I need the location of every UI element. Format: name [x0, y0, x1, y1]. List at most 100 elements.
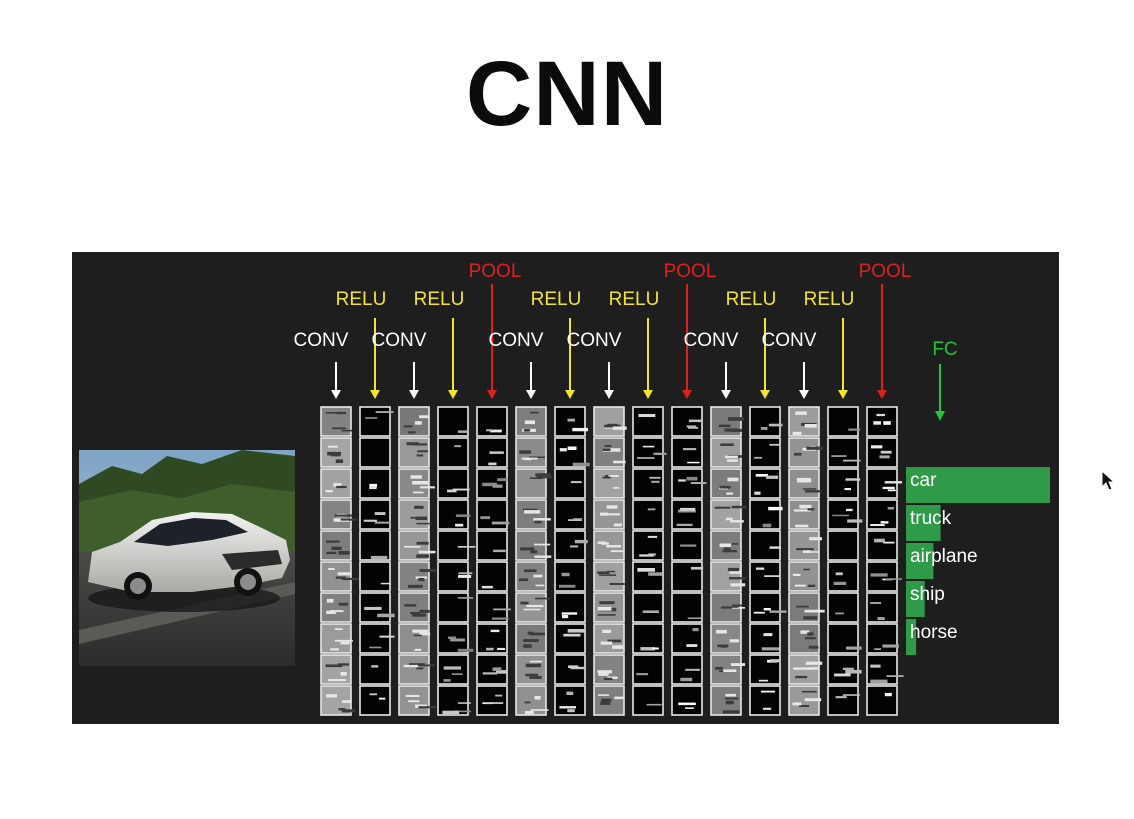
- mouse-pointer-icon: [1101, 470, 1116, 491]
- activation-map: [671, 530, 703, 561]
- activation-map: [671, 499, 703, 530]
- activation-map: [593, 685, 625, 716]
- activation-map: [827, 530, 859, 561]
- activation-map: [749, 437, 781, 468]
- activation-map: [437, 654, 469, 685]
- activation-map: [866, 468, 902, 499]
- activation-map: [437, 406, 469, 437]
- activation-map: [476, 654, 508, 685]
- activation-map: [593, 623, 625, 654]
- activation-map: [671, 654, 703, 685]
- activation-map: [398, 499, 432, 530]
- activation-map: [788, 561, 820, 592]
- activation-map: [866, 406, 898, 437]
- activation-map: [359, 468, 391, 499]
- activation-map: [827, 499, 863, 530]
- activation-map: [437, 530, 476, 561]
- relu-arrow-icon: [643, 318, 653, 399]
- relu-label: RELU: [804, 289, 855, 310]
- activation-map: [749, 685, 781, 716]
- activation-map: [671, 468, 707, 499]
- activation-map: [398, 592, 430, 623]
- activation-map: [632, 437, 667, 468]
- activation-map: [320, 499, 357, 530]
- activation-map: [398, 685, 437, 716]
- activation-map: [398, 437, 430, 468]
- class-score-bar-horse: [906, 619, 917, 655]
- activation-map: [788, 406, 820, 437]
- activation-map: [866, 561, 902, 592]
- conv-arrow-icon: [409, 362, 419, 399]
- activation-map: [710, 592, 745, 623]
- activation-map: [827, 561, 859, 592]
- activation-map: [749, 654, 781, 685]
- activation-map: [320, 437, 352, 468]
- feature-map-column-13: [788, 406, 825, 716]
- pool-label: POOL: [469, 261, 522, 282]
- activation-map: [359, 499, 391, 530]
- activation-map: [866, 685, 898, 716]
- activation-map: [827, 654, 862, 685]
- relu-label: RELU: [531, 289, 582, 310]
- activation-map: [593, 561, 625, 592]
- conv-label: CONV: [684, 330, 739, 351]
- activation-map: [359, 437, 391, 468]
- pool-arrow-icon: [487, 284, 497, 399]
- activation-map: [671, 685, 703, 716]
- activation-map: [515, 499, 551, 530]
- activation-map: [320, 530, 352, 561]
- relu-label: RELU: [336, 289, 387, 310]
- activation-map: [437, 468, 470, 499]
- activation-map: [437, 685, 471, 716]
- feature-map-column-11: [710, 406, 747, 716]
- activation-map: [593, 437, 626, 468]
- activation-map: [749, 623, 781, 654]
- class-label-horse: horse: [910, 622, 958, 643]
- activation-map: [476, 406, 508, 437]
- activation-map: [788, 437, 823, 468]
- activation-map: [554, 654, 586, 685]
- activation-map: [827, 685, 860, 716]
- activation-map: [359, 406, 394, 437]
- conv-arrow-icon: [526, 362, 536, 399]
- activation-map: [437, 499, 471, 530]
- activation-map: [398, 561, 437, 592]
- class-label-truck: truck: [910, 508, 952, 529]
- relu-label: RELU: [414, 289, 465, 310]
- activation-map: [515, 406, 547, 437]
- activation-map: [632, 406, 664, 437]
- activation-map: [827, 437, 861, 468]
- activation-map: [554, 499, 586, 530]
- activation-map: [788, 530, 822, 561]
- activation-map: [593, 654, 625, 685]
- activation-map: [632, 623, 664, 654]
- feature-map-column-15: [866, 406, 904, 716]
- activation-map: [515, 468, 553, 499]
- class-label-airplane: airplane: [910, 546, 978, 567]
- pool-arrow-icon: [877, 284, 887, 399]
- activation-map: [788, 592, 825, 623]
- activation-map: [554, 561, 586, 592]
- conv-arrow-icon: [721, 362, 731, 399]
- activation-map: [710, 623, 742, 654]
- activation-map: [671, 561, 704, 592]
- feature-map-column-8: [593, 406, 627, 716]
- class-label-ship: ship: [910, 584, 945, 605]
- conv-arrow-icon: [331, 362, 341, 399]
- activation-map: [515, 685, 549, 716]
- feature-map-column-7: [554, 406, 590, 716]
- activation-map: [320, 592, 352, 623]
- activation-map: [788, 685, 822, 716]
- activation-map: [320, 623, 353, 654]
- fc-arrow-icon: [935, 364, 945, 421]
- activation-map: [398, 468, 435, 499]
- activation-map: [515, 592, 550, 623]
- activation-map: [476, 623, 508, 654]
- feature-map-column-14: [827, 406, 863, 716]
- activation-map: [437, 561, 473, 592]
- pool-label: POOL: [664, 261, 717, 282]
- relu-arrow-icon: [760, 318, 770, 399]
- activation-map: [359, 685, 391, 716]
- class-score-bar-truck: [906, 505, 941, 541]
- activation-map: [398, 530, 436, 561]
